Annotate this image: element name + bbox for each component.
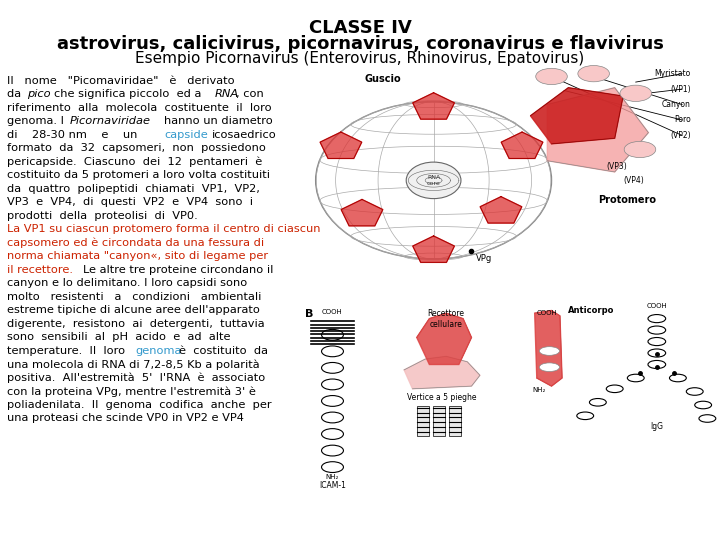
Text: COOH: COOH [537,310,558,316]
Text: Recettore
cellulare: Recettore cellulare [428,309,464,328]
Text: (VP2): (VP2) [670,131,690,140]
Text: capsomero ed è circondata da una fessura di: capsomero ed è circondata da una fessura… [7,238,264,248]
Text: una molecola di RNA di 7,2-8,5 Kb a polarità: una molecola di RNA di 7,2-8,5 Kb a pola… [7,359,260,369]
Text: COOH: COOH [322,308,343,314]
Polygon shape [531,87,623,144]
Text: , con: , con [236,89,264,99]
Text: CLASSE IV: CLASSE IV [309,19,411,37]
Text: estreme tipiche di alcune aree dell'apparato: estreme tipiche di alcune aree dell'appa… [7,305,260,315]
Ellipse shape [539,363,559,372]
Text: RNA
core: RNA core [427,175,441,186]
Text: il recettore.: il recettore. [7,265,73,275]
Polygon shape [341,199,383,226]
Text: digerente,  resistono  ai  detergenti,  tuttavia: digerente, resistono ai detergenti, tutt… [7,319,265,329]
Text: NH₂: NH₂ [532,387,546,393]
Polygon shape [480,197,522,223]
Text: (VP4): (VP4) [623,176,644,185]
Text: hanno un diametro: hanno un diametro [164,116,273,126]
Text: è  costituito  da: è costituito da [179,346,268,356]
Text: Poro: Poro [674,116,690,125]
Text: Canyon: Canyon [662,100,690,109]
Polygon shape [320,132,361,158]
Text: Protomero: Protomero [598,195,657,205]
Text: ICAM-1: ICAM-1 [319,482,346,490]
Text: prodotti  della  proteolisi  di  VP0.: prodotti della proteolisi di VP0. [7,211,198,221]
Text: positiva.  All'estremità  5'  l'RNA  è  associato: positiva. All'estremità 5' l'RNA è assoc… [7,373,266,383]
Text: una proteasi che scinde VP0 in VP2 e VP4: una proteasi che scinde VP0 in VP2 e VP4 [7,413,244,423]
Ellipse shape [539,347,559,355]
Text: Picornaviridae: Picornaviridae [70,116,151,126]
Text: RNA: RNA [215,89,239,99]
Text: pico: pico [27,89,51,99]
Polygon shape [413,93,454,119]
Text: genoma: genoma [135,346,181,356]
Bar [449,406,461,436]
Text: NH₂: NH₂ [326,474,339,480]
Polygon shape [535,310,562,386]
Text: canyon e lo delimitano. I loro capsidi sono: canyon e lo delimitano. I loro capsidi s… [7,278,248,288]
Text: norma chiamata "canyon«, sito di legame per: norma chiamata "canyon«, sito di legame … [7,251,269,261]
Text: formato  da  32  capsomeri,  non  possiedono: formato da 32 capsomeri, non possiedono [7,143,266,153]
Text: temperature.  Il  loro: temperature. Il loro [7,346,129,356]
Polygon shape [501,132,543,158]
Ellipse shape [624,141,656,158]
Text: genoma. I: genoma. I [7,116,68,126]
Ellipse shape [536,69,567,85]
Text: B: B [305,309,313,319]
Ellipse shape [620,85,652,102]
Text: IgG: IgG [650,422,663,431]
Polygon shape [413,236,454,262]
Text: Il   nome   "Picomaviridae"   è   derivato: Il nome "Picomaviridae" è derivato [7,76,235,86]
Text: astrovirus, calicivirus, picornavirus, coronavirus e flavivirus: astrovirus, calicivirus, picornavirus, c… [57,35,663,53]
Ellipse shape [578,65,609,82]
Bar [417,406,428,436]
Text: Guscio: Guscio [365,75,401,84]
Text: Myristato: Myristato [654,69,690,78]
Text: riferimento  alla  molecola  costituente  il  loro: riferimento alla molecola costituente il… [7,103,272,113]
Text: (VP1): (VP1) [670,85,690,93]
Polygon shape [404,356,480,389]
Text: Vertice a 5 pieghe: Vertice a 5 pieghe [408,393,477,402]
Text: costituito da 5 protomeri a loro volta costituiti: costituito da 5 protomeri a loro volta c… [7,170,270,180]
Circle shape [406,162,461,199]
Polygon shape [417,313,472,365]
Text: (VP3): (VP3) [606,162,627,171]
Text: di    28-30 nm    e    un: di 28-30 nm e un [7,130,141,140]
Text: Esempio Picornavirus (Enterovirus, Rhinovirus, Epatovirus): Esempio Picornavirus (Enterovirus, Rhino… [135,51,585,66]
Text: che significa piccolo  ed a: che significa piccolo ed a [54,89,205,99]
Text: poliadenilata.  Il  genoma  codifica  anche  per: poliadenilata. Il genoma codifica anche … [7,400,272,410]
Text: icosaedrico: icosaedrico [212,130,276,140]
Polygon shape [547,87,649,172]
Text: pericapside.  Ciascuno  dei  12  pentameri  è: pericapside. Ciascuno dei 12 pentameri è [7,157,263,167]
Text: VPg: VPg [476,254,492,264]
Text: COOH: COOH [647,303,667,309]
Text: sono  sensibili  al  pH  acido  e  ad  alte: sono sensibili al pH acido e ad alte [7,332,230,342]
Text: Anticorpo: Anticorpo [568,306,615,315]
Text: La VP1 su ciascun protomero forma il centro di ciascun: La VP1 su ciascun protomero forma il cen… [7,224,320,234]
Text: capside: capside [164,130,208,140]
Text: da  quattro  polipeptidi  chiamati  VP1,  VP2,: da quattro polipeptidi chiamati VP1, VP2… [7,184,260,194]
Text: con la proteina VPg, mentre l'estremità 3' è: con la proteina VPg, mentre l'estremità … [7,386,256,396]
Text: VP3  e  VP4,  di  questi  VP2  e  VP4  sono  i: VP3 e VP4, di questi VP2 e VP4 sono i [7,197,253,207]
Text: Le altre tre proteine circondano il: Le altre tre proteine circondano il [83,265,273,275]
Bar [433,406,444,436]
Text: da: da [7,89,25,99]
Text: molto   resistenti   a   condizioni   ambientali: molto resistenti a condizioni ambientali [7,292,261,302]
